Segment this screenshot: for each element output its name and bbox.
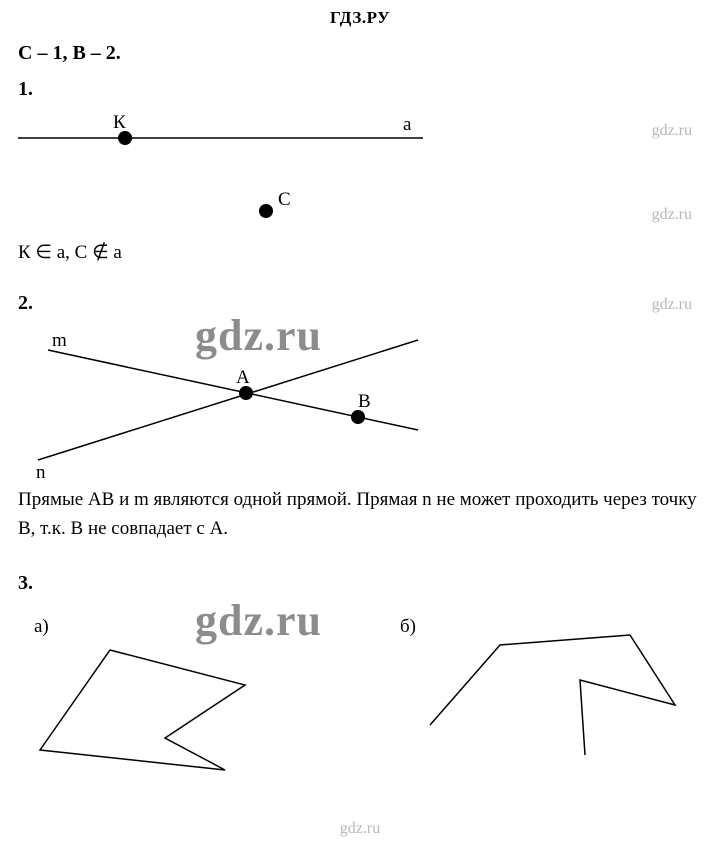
problem-2-text: Прямые АВ и m являются одной прямой. Пря… — [18, 485, 702, 544]
watermark-bottom: gdz.ru — [0, 820, 720, 838]
problem-1-number: 1. — [18, 78, 33, 101]
point-K — [118, 131, 132, 145]
label-n: n — [36, 462, 46, 480]
problem-1-relation: К ∈ a, С ∉ a — [18, 238, 702, 267]
problem-2-diagram: m n А В — [18, 330, 438, 480]
point-B — [351, 410, 365, 424]
label-A: А — [236, 367, 250, 388]
watermark-right-1: gdz.ru — [652, 122, 692, 140]
polyline-b — [430, 635, 675, 755]
label-C: С — [278, 189, 291, 210]
label-B: В — [358, 391, 371, 412]
problem-1-diagram: К a С — [18, 106, 438, 236]
label-a: a — [403, 114, 412, 135]
page-title: ГДЗ.РУ — [0, 8, 720, 28]
problem-2-number: 2. — [18, 292, 33, 315]
point-C — [259, 204, 273, 218]
problem-3-diagram-b — [415, 620, 715, 780]
problem-3-part-b: б) — [400, 612, 416, 641]
watermark-right-2: gdz.ru — [652, 206, 692, 224]
polygon-a — [40, 650, 245, 770]
section-heading: С – 1, В – 2. — [18, 42, 121, 65]
label-m: m — [52, 330, 67, 351]
watermark-right-3: gdz.ru — [652, 296, 692, 314]
label-K: К — [113, 112, 126, 133]
problem-3-diagram-a — [20, 630, 280, 790]
problem-3-number: 3. — [18, 572, 33, 595]
point-A — [239, 386, 253, 400]
